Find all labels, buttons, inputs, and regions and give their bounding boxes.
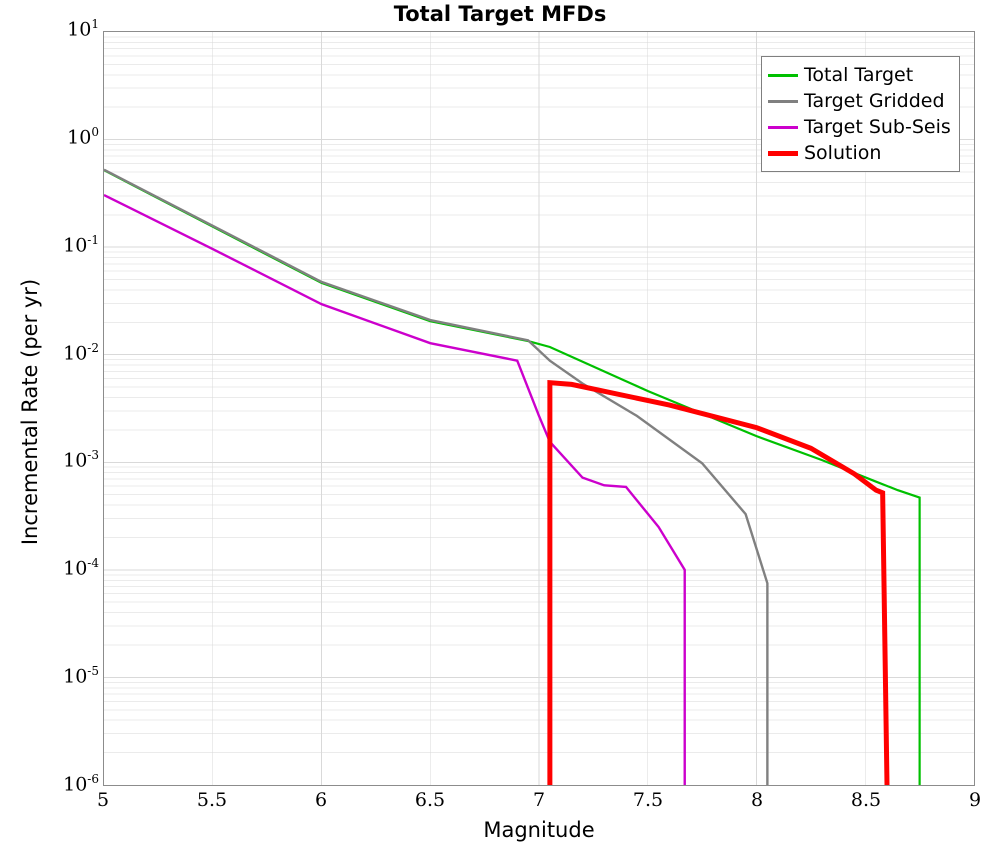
chart-title: Total Target MFDs: [393, 2, 607, 26]
x-tick-label: 5: [96, 789, 110, 811]
y-tick-label: 101: [67, 17, 99, 41]
series-line-solution: [547, 379, 890, 785]
legend-color-swatch: [768, 73, 798, 77]
legend-label: Solution: [804, 141, 882, 164]
series-line-target-sub-seis: [104, 193, 686, 785]
y-tick-label: 10-3: [63, 448, 99, 472]
y-tick-label: 10-4: [63, 556, 99, 580]
x-tick-label: 6.5: [414, 789, 446, 811]
x-tick-label: 6: [314, 789, 328, 811]
legend-label: Target Gridded: [804, 89, 945, 112]
y-tick-label: 10-6: [63, 772, 99, 796]
legend-item: Target Gridded: [768, 88, 951, 114]
x-tick-label: 9: [968, 789, 982, 811]
legend-color-swatch: [768, 125, 798, 129]
legend-item: Solution: [768, 140, 951, 166]
data-layer: [104, 168, 921, 785]
y-axis-title: Incremental Rate (per yr): [18, 278, 42, 546]
series-line-target-gridded: [104, 168, 769, 785]
x-axis-title: Magnitude: [483, 818, 595, 842]
y-tick-label: 10-5: [63, 664, 99, 688]
legend-item: Target Sub-Seis: [768, 114, 951, 140]
series-line-total-target: [104, 169, 921, 785]
legend-label: Total Target: [804, 63, 914, 86]
x-tick-label: 7.5: [632, 789, 664, 811]
legend-color-swatch: [768, 150, 798, 156]
x-tick-label: 8.5: [850, 789, 882, 811]
y-axis-tick-labels: 101 100 10-1 10-2 10-3 10-4 10-5 10-6: [0, 0, 99, 850]
grid-layer: [104, 32, 974, 785]
x-tick-label: 8: [750, 789, 764, 811]
y-tick-label: 100: [67, 124, 99, 149]
y-tick-label: 10-1: [63, 232, 99, 257]
x-tick-label: 5.5: [196, 789, 228, 811]
legend-label: Target Sub-Seis: [804, 115, 951, 138]
x-tick-label: 7: [532, 789, 546, 811]
legend-color-swatch: [768, 99, 798, 103]
y-tick-label: 10-2: [63, 340, 99, 364]
chart-legend: Total Target Target Gridded Target Sub-Sei…: [761, 56, 960, 172]
legend-item: Total Target: [768, 62, 951, 88]
